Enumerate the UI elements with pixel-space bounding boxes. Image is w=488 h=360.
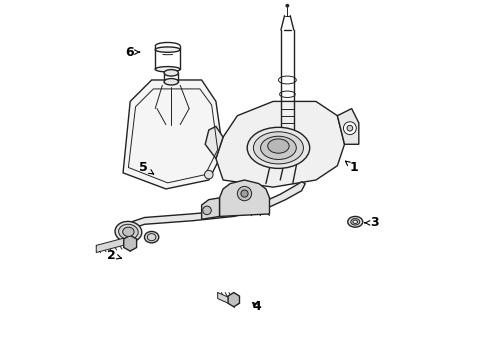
Circle shape [237,186,251,201]
Text: 4: 4 [252,300,261,313]
Ellipse shape [350,219,359,225]
Polygon shape [217,293,233,306]
Ellipse shape [164,78,178,85]
Ellipse shape [115,221,142,242]
Ellipse shape [347,216,362,227]
Ellipse shape [119,224,138,239]
Text: 2: 2 [107,248,122,261]
Text: 1: 1 [345,161,357,174]
Text: 6: 6 [125,46,139,59]
Polygon shape [201,198,219,219]
Circle shape [241,190,247,197]
Ellipse shape [155,67,180,72]
Ellipse shape [267,139,288,153]
Ellipse shape [122,227,134,237]
Text: 3: 3 [364,216,378,229]
Polygon shape [337,109,358,144]
Polygon shape [123,80,223,189]
Ellipse shape [352,220,357,224]
Ellipse shape [164,69,178,76]
Polygon shape [123,235,136,251]
Ellipse shape [260,136,296,159]
Circle shape [203,206,211,215]
Circle shape [346,125,352,131]
Polygon shape [205,126,223,158]
Circle shape [204,170,213,179]
Polygon shape [227,293,239,307]
Polygon shape [121,182,305,243]
Polygon shape [96,237,130,252]
Polygon shape [216,102,344,187]
Ellipse shape [144,231,159,243]
Circle shape [285,4,288,7]
Polygon shape [219,180,269,216]
Text: 5: 5 [139,161,153,174]
Ellipse shape [253,132,303,164]
Ellipse shape [155,47,180,52]
Ellipse shape [246,127,309,168]
Circle shape [343,122,356,135]
